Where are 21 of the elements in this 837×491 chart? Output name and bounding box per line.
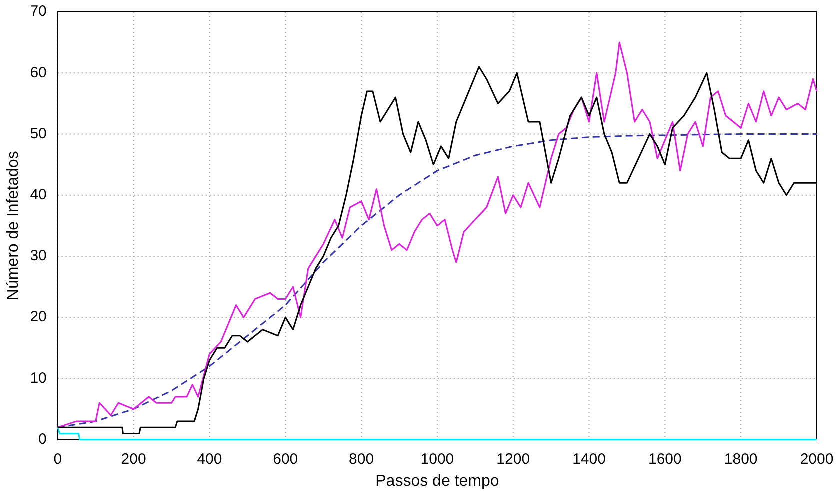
y-tick-label: 0 [38, 430, 47, 448]
y-tick-label: 20 [30, 308, 47, 326]
x-axis-title: Passos de tempo [376, 472, 500, 490]
x-tick-label: 1200 [496, 450, 530, 468]
x-tick-label: 1400 [572, 450, 606, 468]
x-tick-label: 1800 [724, 450, 758, 468]
x-tick-label: 2000 [800, 450, 834, 468]
x-tick-label: 800 [349, 450, 374, 468]
y-tick-label: 50 [30, 125, 47, 142]
x-tick-label: 600 [273, 450, 298, 468]
y-axis-title: Número de Infetados [5, 151, 22, 301]
x-tick-label: 0 [54, 450, 62, 468]
x-tick-label: 1000 [420, 450, 454, 468]
y-tick-label: 40 [30, 186, 47, 204]
y-tick-label: 10 [30, 370, 47, 387]
y-tick-label: 70 [30, 3, 47, 20]
x-tick-label: 1600 [648, 450, 682, 468]
y-tick-label: 30 [30, 248, 47, 265]
x-tick-label: 400 [197, 450, 222, 468]
x-tick-label: 200 [121, 450, 146, 468]
y-tick-label: 60 [30, 64, 47, 82]
